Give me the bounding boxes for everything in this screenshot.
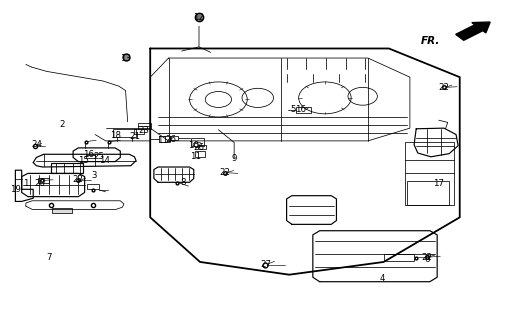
Bar bbox=[198, 145, 206, 149]
Bar bbox=[170, 136, 178, 140]
Text: 4: 4 bbox=[380, 274, 386, 283]
Text: 1: 1 bbox=[23, 180, 28, 188]
Text: 26: 26 bbox=[194, 143, 205, 152]
Bar bbox=[52, 208, 72, 212]
Text: 5: 5 bbox=[291, 105, 296, 114]
Bar bbox=[38, 179, 49, 183]
Bar bbox=[87, 184, 99, 189]
Text: 20: 20 bbox=[35, 180, 46, 188]
Text: 2: 2 bbox=[60, 120, 65, 130]
Text: 18: 18 bbox=[109, 131, 120, 140]
Text: 16: 16 bbox=[83, 150, 94, 159]
Text: 12: 12 bbox=[194, 13, 205, 22]
Bar bbox=[114, 129, 136, 137]
Bar bbox=[195, 151, 205, 157]
Text: 23: 23 bbox=[138, 126, 149, 135]
Text: 16: 16 bbox=[295, 105, 306, 114]
Text: 8: 8 bbox=[180, 178, 186, 187]
Bar bbox=[383, 254, 414, 261]
Bar bbox=[296, 107, 311, 113]
Bar bbox=[50, 163, 83, 173]
Bar bbox=[135, 129, 144, 134]
Text: 22: 22 bbox=[439, 83, 450, 92]
Bar bbox=[138, 123, 151, 129]
Text: 3: 3 bbox=[92, 172, 97, 180]
Text: 6: 6 bbox=[424, 255, 429, 264]
Text: 22: 22 bbox=[73, 175, 84, 184]
Text: 10: 10 bbox=[188, 141, 199, 150]
Text: 25: 25 bbox=[94, 152, 105, 161]
Text: 21: 21 bbox=[129, 132, 140, 140]
Text: 19: 19 bbox=[10, 185, 21, 194]
Text: 11: 11 bbox=[190, 152, 201, 161]
Text: 26: 26 bbox=[166, 135, 177, 144]
Bar bbox=[86, 155, 95, 158]
Text: 24: 24 bbox=[31, 140, 42, 149]
Text: 14: 14 bbox=[99, 156, 110, 165]
Bar bbox=[159, 136, 169, 141]
Text: 27: 27 bbox=[260, 260, 271, 269]
Bar bbox=[190, 138, 204, 146]
Text: 17: 17 bbox=[433, 180, 444, 188]
Text: 15: 15 bbox=[78, 156, 89, 165]
Text: 13: 13 bbox=[120, 53, 131, 62]
Text: 9: 9 bbox=[231, 154, 237, 163]
Text: 7: 7 bbox=[46, 253, 52, 262]
Text: 11: 11 bbox=[157, 136, 168, 145]
Text: 22: 22 bbox=[421, 253, 432, 262]
Bar bbox=[407, 181, 449, 204]
Text: FR.: FR. bbox=[421, 36, 440, 46]
FancyArrow shape bbox=[456, 22, 490, 40]
Bar bbox=[404, 142, 454, 204]
Text: 22: 22 bbox=[220, 168, 231, 177]
